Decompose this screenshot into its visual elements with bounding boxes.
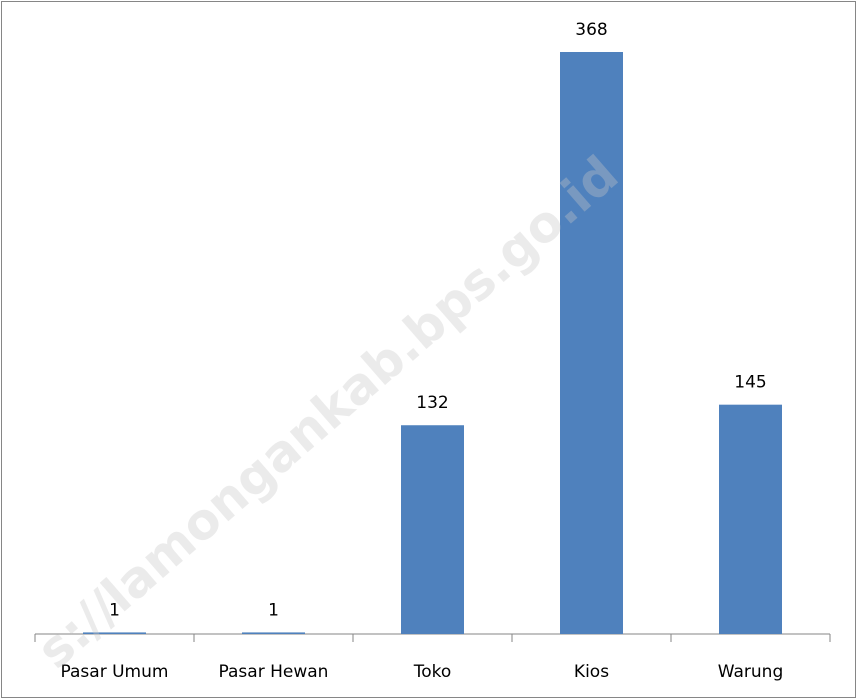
x-tick-label: Pasar Umum <box>61 662 169 682</box>
x-tick-label: Kios <box>574 662 609 682</box>
data-label: 1 <box>109 600 120 620</box>
data-label: 368 <box>575 20 607 40</box>
data-label: 1 <box>268 600 279 620</box>
bar <box>719 404 782 634</box>
bar <box>242 632 305 634</box>
bar <box>83 632 146 634</box>
bar <box>560 52 623 634</box>
data-label: 145 <box>734 373 766 393</box>
x-tick-label: Pasar Hewan <box>219 662 329 682</box>
bar <box>401 425 464 634</box>
x-tick-label: Toko <box>413 662 452 682</box>
x-tick-label: Warung <box>718 662 783 682</box>
data-label: 132 <box>416 393 448 413</box>
